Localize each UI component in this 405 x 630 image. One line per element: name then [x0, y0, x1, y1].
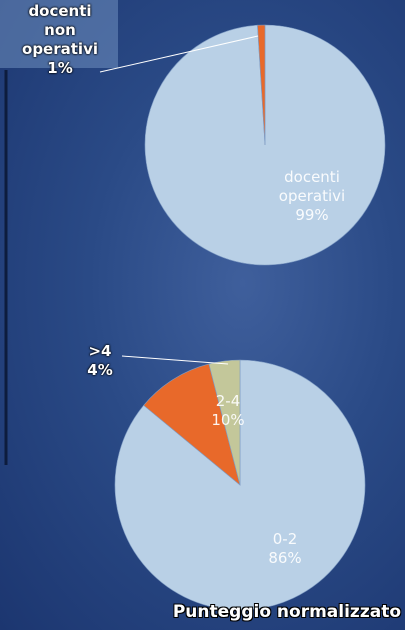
pie-slice — [208, 359, 241, 486]
chart-title: Punteggio normalizzato — [172, 602, 401, 622]
slice-label: docenti non operativi — [22, 2, 98, 58]
leader-line — [121, 355, 229, 365]
slice-label: >4 — [88, 342, 112, 360]
pie-slice — [257, 24, 266, 146]
slice-label: 0-2 — [272, 530, 298, 548]
leader-line — [99, 35, 259, 73]
slice-value-label: 10% — [211, 411, 245, 429]
slice-label: docenti operativi — [278, 168, 346, 205]
slice-value-label: 99% — [295, 206, 329, 224]
slice-value-label: 1% — [47, 59, 73, 77]
slice-label: 2-4 — [215, 392, 241, 410]
slice-value-label: 86% — [268, 549, 302, 567]
label-panel — [0, 0, 118, 68]
pie-slice — [143, 363, 241, 486]
slice-value-label: 4% — [87, 361, 113, 379]
